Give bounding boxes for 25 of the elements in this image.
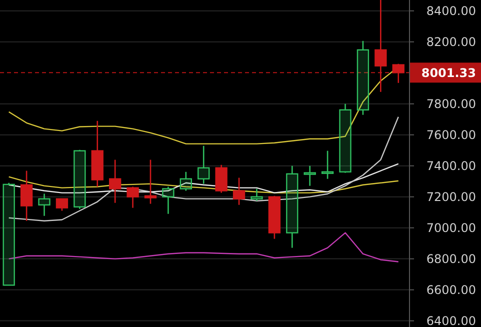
y-tick-label: 7000.00 [426,221,476,236]
y-tick-label: 7400.00 [426,159,476,174]
line-series [8,232,399,262]
y-tick-label: 7600.00 [426,128,476,142]
y-tick-label: 7200.00 [426,190,476,204]
candlestick [339,103,352,174]
y-tick-label: 8400.00 [426,4,476,18]
candlestick [374,0,387,93]
y-tick-label: 7800.00 [426,97,476,112]
candlestick [91,120,104,188]
y-tick-label: 8200.00 [426,35,476,50]
ref-line-label: 8001.33 [421,66,476,80]
candlestick [162,186,174,215]
candlestick [304,165,316,186]
line-series [8,116,399,222]
candlestick [286,165,298,248]
candlestick [109,159,122,204]
y-tick-label: 6400.00 [426,314,476,327]
candlestick [20,170,33,222]
candlestick [38,193,50,217]
y-tick-label: 6600.00 [426,283,476,298]
candlestick [198,145,210,184]
candlestick [250,188,263,202]
y-tick-label: 6800.00 [426,252,476,266]
candlestick [74,149,86,210]
